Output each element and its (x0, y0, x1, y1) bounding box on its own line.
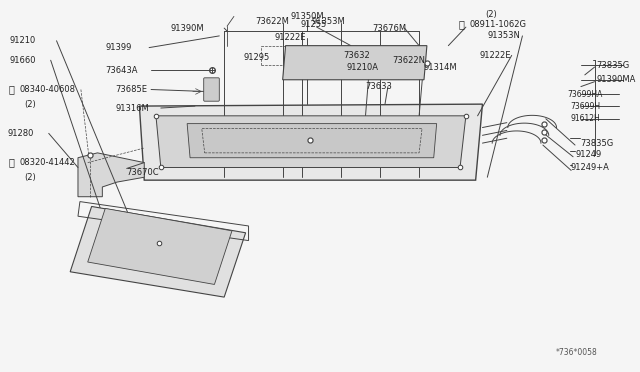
Polygon shape (283, 46, 427, 80)
Text: 73670C: 73670C (127, 168, 159, 177)
Text: 91360: 91360 (346, 137, 372, 146)
Text: 91350M: 91350M (290, 12, 324, 21)
Text: 91222E: 91222E (275, 33, 307, 42)
Text: 91222E: 91222E (479, 51, 511, 60)
Text: 91390M: 91390M (171, 23, 204, 33)
Text: 91660: 91660 (10, 56, 36, 65)
Text: 91314M: 91314M (424, 62, 458, 71)
Text: 08320-41442: 08320-41442 (19, 158, 76, 167)
Polygon shape (140, 104, 483, 180)
Text: 73685E: 73685E (115, 85, 147, 94)
Polygon shape (187, 124, 436, 158)
Text: (2): (2) (24, 173, 36, 182)
Text: 73632: 73632 (343, 51, 370, 60)
Text: 08911-1062G: 08911-1062G (470, 20, 527, 29)
Text: 73676M: 73676M (372, 23, 406, 33)
Text: 91295: 91295 (244, 53, 270, 62)
Polygon shape (78, 153, 144, 197)
Text: 73670D: 73670D (190, 131, 223, 140)
Text: 91280: 91280 (8, 129, 34, 138)
Text: (2): (2) (485, 10, 497, 19)
Text: 73622M: 73622M (255, 17, 289, 26)
Text: 91255: 91255 (300, 20, 326, 29)
Text: 91316M: 91316M (115, 103, 148, 112)
Text: 73699H: 73699H (570, 102, 600, 110)
Text: 91353M: 91353M (312, 17, 346, 26)
Text: 08340-40608: 08340-40608 (19, 85, 76, 94)
Text: 73643A: 73643A (105, 65, 138, 74)
Text: 91612H: 91612H (570, 114, 600, 123)
Text: 91399: 91399 (105, 43, 132, 52)
Polygon shape (70, 206, 246, 297)
Text: 91210: 91210 (10, 36, 36, 45)
Text: 73699HA: 73699HA (567, 90, 603, 99)
Text: Ⓢ: Ⓢ (9, 158, 15, 168)
Text: Ⓝ: Ⓝ (458, 19, 464, 29)
Text: 91390MA: 91390MA (596, 75, 636, 84)
Text: 73835G: 73835G (580, 139, 613, 148)
Text: *736*0058: *736*0058 (556, 348, 597, 357)
FancyBboxPatch shape (204, 78, 220, 101)
Polygon shape (156, 116, 466, 167)
Text: 73835G: 73835G (596, 61, 630, 70)
Text: 91249+A: 91249+A (570, 163, 609, 172)
Text: Ⓢ: Ⓢ (9, 84, 15, 94)
Text: 91210A: 91210A (346, 62, 378, 71)
Text: 73622N: 73622N (392, 56, 425, 65)
Text: 73633: 73633 (365, 82, 392, 91)
Polygon shape (88, 208, 232, 285)
Text: 91249: 91249 (575, 150, 602, 159)
Text: 91353N: 91353N (487, 31, 520, 41)
Text: (2): (2) (24, 100, 36, 109)
